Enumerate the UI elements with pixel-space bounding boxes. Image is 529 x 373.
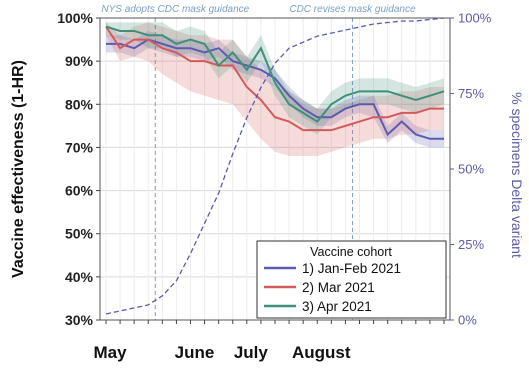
y-tick-label: 50% <box>65 226 94 242</box>
x-tick-label: June <box>175 343 215 362</box>
delta-variant-line <box>105 17 445 315</box>
legend-item: 3) Apr 2021 <box>302 299 372 314</box>
left-axis-ticks: 30% 40% 50% 60% 70% 80% 90% 100% <box>57 10 100 328</box>
series-line <box>106 38 444 140</box>
delta-variant-line <box>105 17 445 315</box>
y-tick-label: 80% <box>65 96 94 112</box>
event-annotation: NYS adopts CDC mask guidance <box>101 4 249 15</box>
confidence-band <box>106 30 444 148</box>
y2-tick-label: 0% <box>458 313 477 328</box>
x-tick-label: May <box>93 343 127 362</box>
x-tick-label: July <box>234 343 269 362</box>
legend-title: Vaccine cohort <box>310 245 392 259</box>
y2-tick-label: 25% <box>458 237 484 252</box>
legend: Vaccine cohort 1) Jan-Feb 2021 2) Mar 202… <box>256 240 447 319</box>
legend-item: 1) Jan-Feb 2021 <box>302 261 401 276</box>
event-lines <box>154 18 353 320</box>
y-tick-label: 70% <box>65 139 94 155</box>
y-axis-label-right: % specimens Delta variant <box>509 92 525 258</box>
event-annotation: CDC revises mask guidance <box>289 4 416 15</box>
y2-tick-label: 75% <box>458 86 484 101</box>
y-tick-label: 40% <box>65 269 94 285</box>
series-lines <box>105 25 445 140</box>
y-tick-label: 90% <box>65 53 94 69</box>
x-tick-label: August <box>292 343 351 362</box>
legend-item: 2) Mar 2021 <box>302 280 375 295</box>
y-axis-label-left: Vaccine effectiveness (1-HR) <box>10 60 27 278</box>
y-tick-label: 60% <box>65 183 94 199</box>
y-tick-label: 30% <box>65 312 94 328</box>
y-tick-label: 100% <box>57 10 93 26</box>
series-line <box>105 25 445 123</box>
annotations: NYS adopts CDC mask guidance CDC revises … <box>101 4 416 15</box>
right-axis-ticks: 0% 25% 50% 75% 100% <box>450 11 492 328</box>
x-axis-ticks: May June July August <box>93 320 445 362</box>
confidence-band <box>106 22 444 157</box>
series-line <box>105 26 444 132</box>
y2-tick-label: 50% <box>458 162 484 177</box>
y2-tick-label: 100% <box>458 11 492 26</box>
